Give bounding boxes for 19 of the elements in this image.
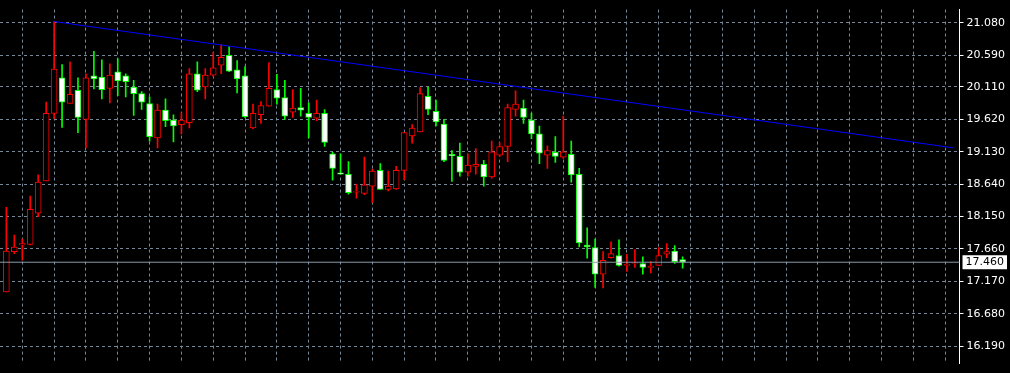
- candlestick: [472, 148, 480, 175]
- y-tick-label: 17.660: [966, 241, 1006, 255]
- y-tick-label: 19.130: [966, 144, 1006, 158]
- y-tick-label: 20.590: [966, 48, 1006, 62]
- ref-line-label: 17.460: [965, 255, 1005, 269]
- candlestick: [305, 102, 313, 139]
- y-tick-label: 18.150: [966, 209, 1006, 223]
- y-tick-label: 16.190: [966, 339, 1006, 353]
- candlestick: [663, 243, 671, 258]
- y-tick-label: 21.080: [966, 15, 1006, 29]
- y-tick-label: 17.170: [966, 274, 1006, 288]
- y-tick-label: 20.110: [966, 79, 1006, 93]
- y-tick-label: 18.640: [966, 177, 1006, 191]
- candlestick: [607, 241, 615, 259]
- candlestick: [384, 170, 392, 192]
- y-tick-label: 16.680: [966, 306, 1006, 320]
- candlestick: [559, 115, 567, 159]
- candlestick: [18, 238, 26, 261]
- y-tick-label: 19.620: [966, 112, 1006, 126]
